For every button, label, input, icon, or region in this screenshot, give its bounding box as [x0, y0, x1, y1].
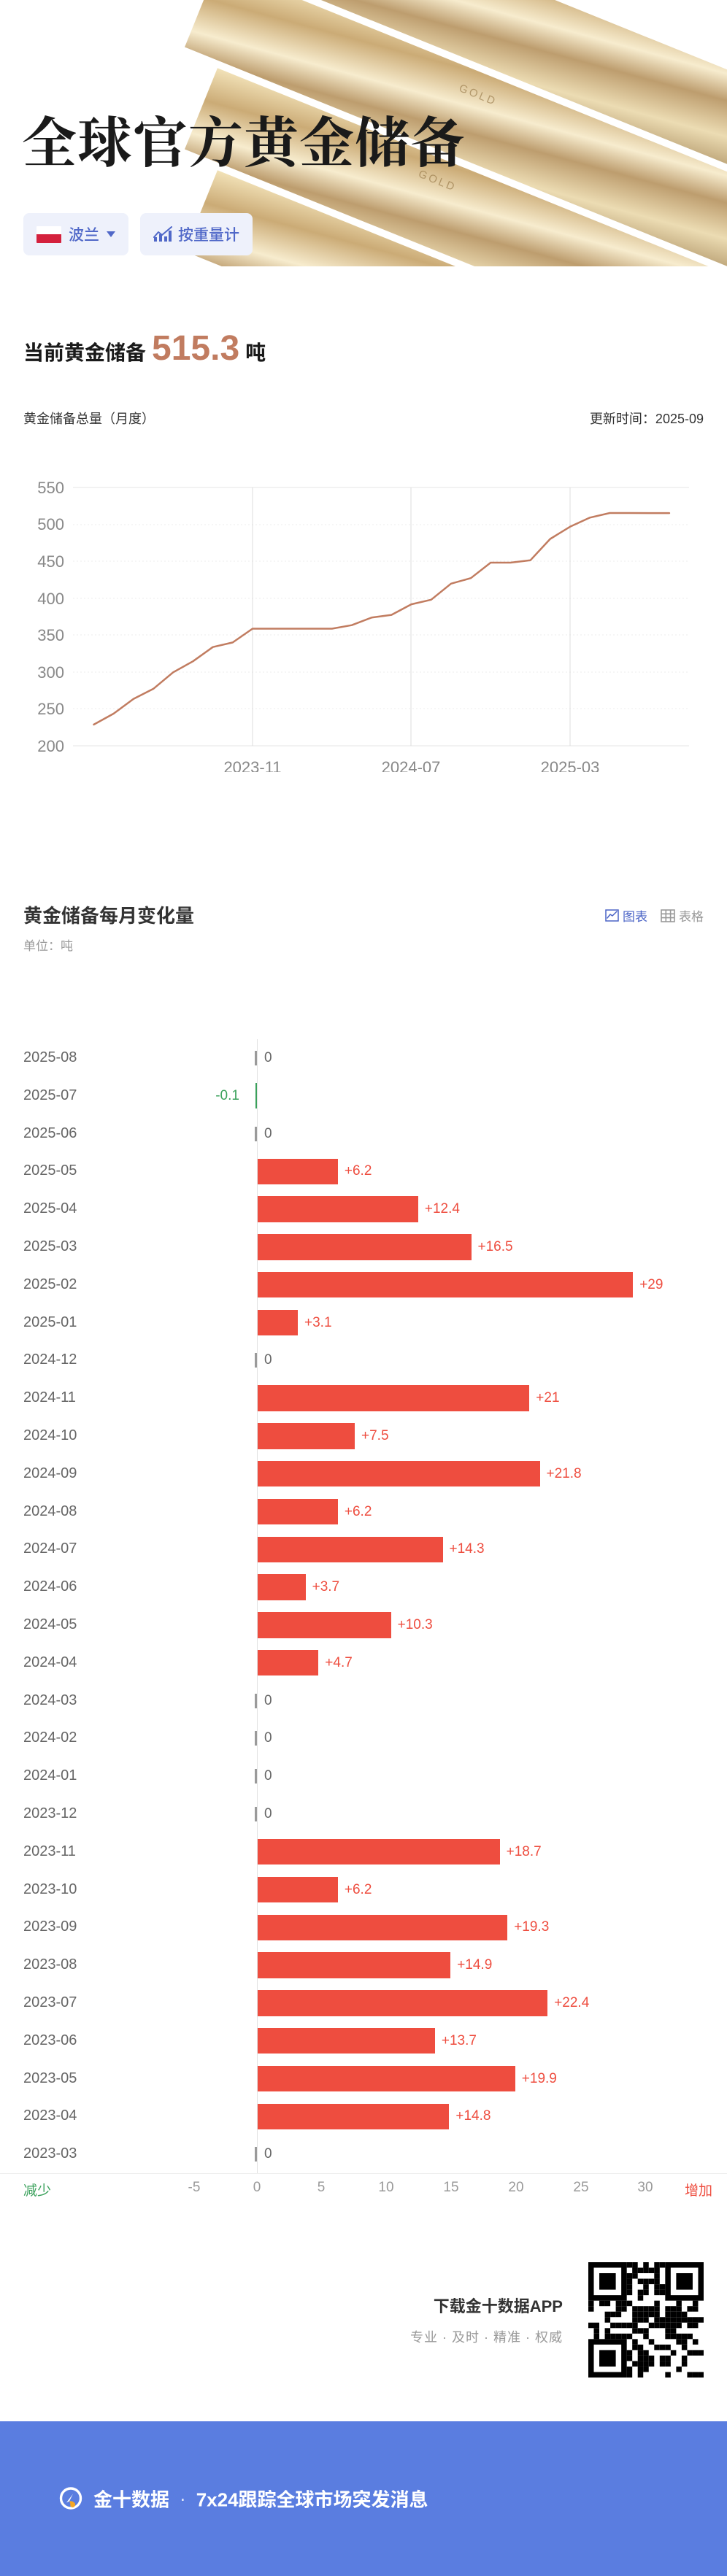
svg-text:250: 250	[37, 700, 64, 718]
svg-text:500: 500	[37, 515, 64, 533]
svg-text:2023-11: 2023-11	[223, 758, 281, 772]
svg-text:550: 550	[37, 479, 64, 497]
svg-text:2025-03: 2025-03	[541, 758, 600, 772]
svg-text:300: 300	[37, 663, 64, 682]
svg-text:200: 200	[37, 737, 64, 755]
svg-text:400: 400	[37, 590, 64, 608]
svg-text:2024-07: 2024-07	[382, 758, 441, 772]
svg-text:350: 350	[37, 626, 64, 644]
svg-text:450: 450	[37, 552, 64, 571]
